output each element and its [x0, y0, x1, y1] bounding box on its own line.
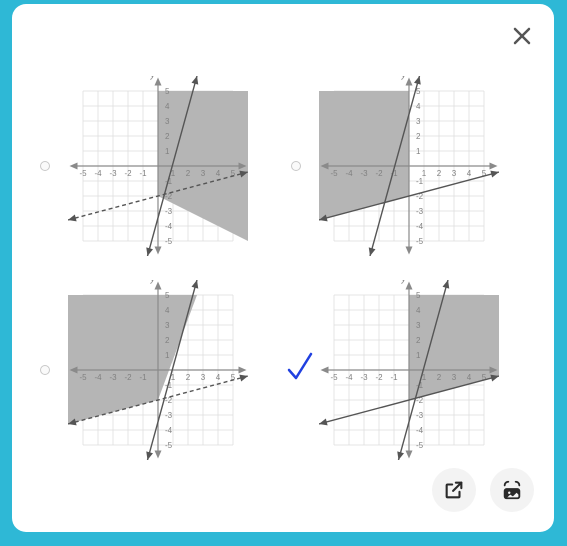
svg-text:-5: -5 — [79, 373, 87, 382]
svg-text:1: 1 — [165, 147, 170, 156]
svg-text:4: 4 — [165, 306, 170, 315]
graph-option[interactable]: -5-5-4-4-3-3-2-2-1-11122334455xy — [283, 268, 534, 472]
svg-text:-4: -4 — [345, 169, 353, 178]
svg-text:5: 5 — [416, 291, 421, 300]
svg-text:3: 3 — [200, 373, 205, 382]
svg-text:3: 3 — [200, 169, 205, 178]
svg-text:2: 2 — [185, 169, 190, 178]
svg-text:y: y — [149, 280, 155, 284]
svg-text:-3: -3 — [360, 373, 368, 382]
svg-text:-1: -1 — [139, 373, 147, 382]
svg-text:-4: -4 — [94, 373, 102, 382]
graph-grid: -5-5-4-4-3-3-2-2-1-11122334455xy-5-5-4-4… — [32, 64, 534, 472]
close-button[interactable] — [510, 24, 534, 48]
svg-text:-5: -5 — [416, 441, 424, 450]
svg-text:-5: -5 — [416, 237, 424, 246]
radio-indicator — [291, 161, 301, 171]
svg-text:1: 1 — [421, 169, 426, 178]
svg-text:-4: -4 — [416, 222, 424, 231]
coordinate-graph: -5-5-4-4-3-3-2-2-1-11122334455xy — [319, 280, 499, 460]
svg-text:-5: -5 — [79, 169, 87, 178]
open-external-button[interactable] — [432, 468, 476, 512]
svg-text:y: y — [400, 76, 406, 80]
svg-text:3: 3 — [165, 321, 170, 330]
svg-text:4: 4 — [215, 373, 220, 382]
svg-text:-1: -1 — [390, 373, 398, 382]
svg-text:-5: -5 — [330, 169, 338, 178]
svg-text:4: 4 — [416, 306, 421, 315]
radio-indicator — [40, 365, 50, 375]
svg-text:-4: -4 — [94, 169, 102, 178]
svg-text:-5: -5 — [165, 441, 173, 450]
svg-text:-3: -3 — [109, 373, 117, 382]
graph-option[interactable]: -5-5-4-4-3-3-2-2-1-11122334455xy — [32, 64, 283, 268]
svg-text:y: y — [149, 76, 155, 80]
svg-text:2: 2 — [416, 132, 421, 141]
svg-text:-3: -3 — [416, 207, 424, 216]
svg-text:-2: -2 — [375, 373, 383, 382]
svg-text:-1: -1 — [139, 169, 147, 178]
svg-text:-4: -4 — [416, 426, 424, 435]
svg-text:4: 4 — [466, 169, 471, 178]
svg-text:3: 3 — [451, 373, 456, 382]
svg-text:-3: -3 — [360, 169, 368, 178]
coordinate-graph: -5-5-4-4-3-3-2-2-1-11122334455xy — [68, 280, 248, 460]
open-external-icon — [443, 479, 465, 501]
close-icon — [510, 24, 534, 48]
svg-text:4: 4 — [165, 102, 170, 111]
svg-text:-3: -3 — [416, 411, 424, 420]
graph-option[interactable]: -5-5-4-4-3-3-2-2-1-11122334455xy — [32, 268, 283, 472]
svg-text:-5: -5 — [165, 237, 173, 246]
checkmark-annotation — [285, 350, 317, 382]
svg-text:-5: -5 — [330, 373, 338, 382]
svg-text:2: 2 — [436, 169, 441, 178]
svg-text:1: 1 — [416, 147, 421, 156]
svg-text:4: 4 — [215, 169, 220, 178]
svg-text:3: 3 — [165, 117, 170, 126]
graph-option[interactable]: -5-5-4-4-3-3-2-2-1-11122334455xy — [283, 64, 534, 268]
svg-text:-3: -3 — [165, 411, 173, 420]
svg-text:3: 3 — [451, 169, 456, 178]
svg-text:4: 4 — [466, 373, 471, 382]
svg-text:-1: -1 — [416, 177, 424, 186]
svg-text:2: 2 — [185, 373, 190, 382]
svg-text:-2: -2 — [124, 373, 132, 382]
svg-text:-2: -2 — [375, 169, 383, 178]
search-image-icon — [501, 479, 523, 501]
svg-text:-4: -4 — [165, 222, 173, 231]
svg-text:3: 3 — [416, 321, 421, 330]
svg-text:1: 1 — [416, 351, 421, 360]
coordinate-graph: -5-5-4-4-3-3-2-2-1-11122334455xy — [319, 76, 499, 256]
svg-text:4: 4 — [416, 102, 421, 111]
svg-text:2: 2 — [165, 336, 170, 345]
svg-text:2: 2 — [165, 132, 170, 141]
action-bar — [432, 468, 534, 512]
svg-text:3: 3 — [416, 117, 421, 126]
coordinate-graph: -5-5-4-4-3-3-2-2-1-11122334455xy — [68, 76, 248, 256]
search-image-button[interactable] — [490, 468, 534, 512]
svg-text:1: 1 — [165, 351, 170, 360]
svg-text:-3: -3 — [109, 169, 117, 178]
radio-indicator — [40, 161, 50, 171]
svg-text:y: y — [400, 280, 406, 284]
svg-text:-3: -3 — [165, 207, 173, 216]
svg-text:5: 5 — [165, 87, 170, 96]
svg-text:2: 2 — [436, 373, 441, 382]
image-modal: -5-5-4-4-3-3-2-2-1-11122334455xy-5-5-4-4… — [12, 4, 554, 532]
svg-text:-2: -2 — [124, 169, 132, 178]
svg-text:-4: -4 — [165, 426, 173, 435]
svg-text:2: 2 — [416, 336, 421, 345]
svg-text:-4: -4 — [345, 373, 353, 382]
svg-text:5: 5 — [165, 291, 170, 300]
